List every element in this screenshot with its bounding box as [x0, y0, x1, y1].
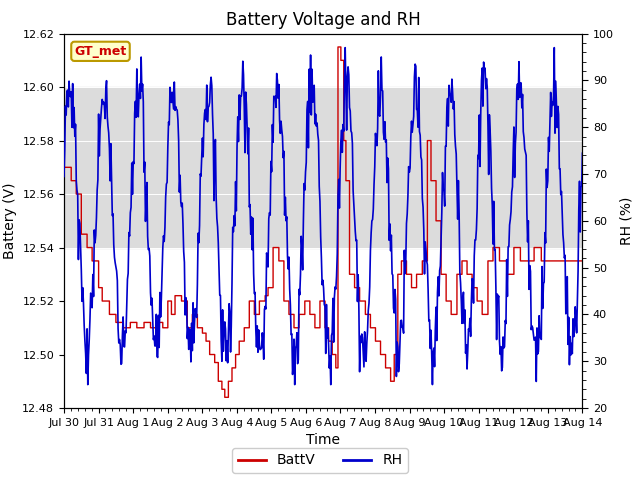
- Title: Battery Voltage and RH: Battery Voltage and RH: [226, 11, 420, 29]
- Bar: [64, 87, 582, 248]
- Legend: BattV, RH: BattV, RH: [232, 448, 408, 473]
- X-axis label: Time: Time: [306, 433, 340, 447]
- Text: GT_met: GT_met: [74, 45, 127, 58]
- Y-axis label: Battery (V): Battery (V): [3, 182, 17, 259]
- Y-axis label: RH (%): RH (%): [620, 197, 634, 245]
